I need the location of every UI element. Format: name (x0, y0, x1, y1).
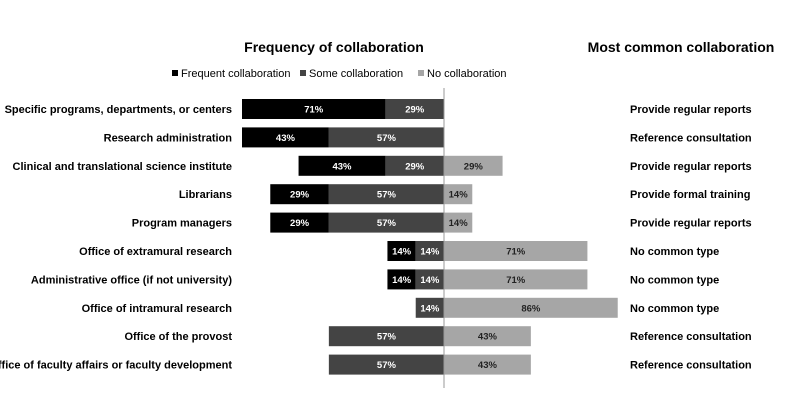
category-label: Office of extramural research (79, 246, 232, 258)
bar-frequent-collaboration (242, 99, 386, 119)
value-label-some-collaboration: 14% (420, 303, 440, 314)
bar-some-collaboration (385, 99, 444, 119)
bar-no-collaboration (444, 269, 588, 290)
most-common-label: No common type (630, 303, 719, 315)
most-common-label: Provide regular reports (630, 161, 752, 173)
value-label-some-collaboration: 57% (377, 133, 397, 144)
value-label-no-collaboration: 43% (478, 360, 498, 371)
most-common-label: Reference consultation (630, 331, 752, 343)
value-label-some-collaboration: 57% (377, 218, 397, 229)
bar-some-collaboration (328, 127, 444, 148)
most-common-label: Provide regular reports (630, 218, 752, 230)
bar-no-collaboration (444, 241, 588, 261)
bar-some-collaboration (415, 297, 444, 318)
bar-no-collaboration (444, 184, 473, 205)
value-label-frequent-collaboration: 43% (276, 133, 296, 144)
category-label: Office of faculty affairs or faculty dev… (0, 360, 232, 372)
bar-some-collaboration (328, 184, 444, 205)
most-common-label: Provide regular reports (630, 104, 752, 116)
category-label: Clinical and translational science insti… (13, 161, 232, 173)
category-label: Administrative office (if not university… (31, 274, 232, 286)
category-label: Librarians (179, 189, 232, 201)
legend-label-some-collaboration: Some collaboration (309, 68, 403, 80)
value-label-frequent-collaboration: 43% (332, 161, 352, 172)
value-label-some-collaboration: 29% (405, 161, 425, 172)
chart-title: Frequency of collaboration (244, 39, 424, 55)
value-label-frequent-collaboration: 29% (290, 190, 310, 201)
bar-no-collaboration (444, 155, 503, 176)
bar-some-collaboration (415, 241, 444, 261)
most-common-label: No common type (630, 246, 719, 258)
value-label-some-collaboration: 14% (420, 247, 440, 258)
bar-no-collaboration (444, 354, 531, 375)
bar-no-collaboration (444, 326, 531, 347)
bar-frequent-collaboration (242, 127, 329, 148)
value-label-some-collaboration: 14% (420, 275, 440, 286)
right-column-title: Most common collaboration (588, 39, 775, 55)
bar-some-collaboration (415, 269, 444, 290)
value-label-no-collaboration: 43% (478, 332, 498, 343)
value-label-frequent-collaboration: 29% (290, 218, 310, 229)
bar-no-collaboration (444, 212, 473, 233)
value-label-no-collaboration: 14% (449, 218, 469, 229)
most-common-label: No common type (630, 274, 719, 286)
bar-frequent-collaboration (387, 269, 416, 290)
value-label-no-collaboration: 71% (506, 275, 526, 286)
value-label-frequent-collaboration: 14% (392, 275, 412, 286)
bar-some-collaboration (328, 326, 444, 347)
legend-swatch-no-collaboration (418, 70, 424, 76)
value-label-no-collaboration: 71% (506, 247, 526, 258)
bars-group: Specific programs, departments, or cente… (0, 99, 752, 375)
value-label-some-collaboration: 57% (377, 360, 397, 371)
value-label-some-collaboration: 57% (377, 332, 397, 343)
bar-frequent-collaboration (387, 241, 416, 261)
category-label: Program managers (132, 218, 232, 230)
category-label: Research administration (104, 132, 233, 144)
bar-frequent-collaboration (298, 155, 386, 176)
bar-no-collaboration (444, 297, 618, 318)
legend-swatch-some-collaboration (300, 70, 306, 76)
value-label-frequent-collaboration: 14% (392, 247, 412, 258)
value-label-no-collaboration: 29% (464, 161, 484, 172)
value-label-some-collaboration: 57% (377, 190, 397, 201)
value-label-frequent-collaboration: 71% (304, 105, 324, 116)
most-common-label: Provide formal training (630, 189, 750, 201)
legend: Frequent collaboration Some collaboration… (172, 68, 507, 80)
category-label: Office of intramural research (82, 303, 233, 315)
most-common-label: Reference consultation (630, 132, 752, 144)
bar-some-collaboration (385, 155, 444, 176)
bar-frequent-collaboration (270, 212, 329, 233)
category-label: Specific programs, departments, or cente… (5, 104, 232, 116)
bar-frequent-collaboration (270, 184, 329, 205)
legend-label-no-collaboration: No collaboration (427, 68, 507, 80)
most-common-label: Reference consultation (630, 360, 752, 372)
value-label-some-collaboration: 29% (405, 105, 425, 116)
legend-label-frequent-collaboration: Frequent collaboration (181, 68, 290, 80)
category-label: Office of the provost (124, 331, 232, 343)
value-label-no-collaboration: 14% (449, 190, 469, 201)
legend-swatch-frequent-collaboration (172, 70, 178, 76)
bar-some-collaboration (328, 354, 444, 375)
value-label-no-collaboration: 86% (521, 303, 541, 314)
bar-some-collaboration (328, 212, 444, 233)
